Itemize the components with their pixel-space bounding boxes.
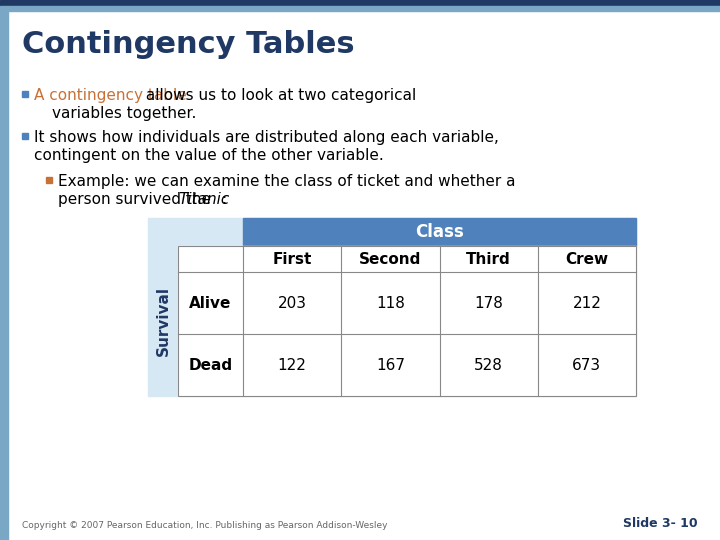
Text: allows us to look at two categorical: allows us to look at two categorical — [141, 88, 416, 103]
Text: 212: 212 — [572, 295, 601, 310]
Text: It shows how individuals are distributed along each variable,: It shows how individuals are distributed… — [34, 130, 499, 145]
Text: Second: Second — [359, 252, 422, 267]
Bar — [0, 11, 8, 540]
Text: Contingency Tables: Contingency Tables — [22, 30, 355, 59]
Bar — [0, 0, 720, 6]
Bar — [148, 218, 636, 396]
Text: Copyright © 2007 Pearson Education, Inc. Publishing as Pearson Addison-Wesley: Copyright © 2007 Pearson Education, Inc.… — [22, 521, 387, 530]
Text: Alive: Alive — [189, 295, 232, 310]
Text: 122: 122 — [278, 357, 307, 373]
Text: person survived the: person survived the — [58, 192, 216, 207]
Bar — [178, 246, 636, 396]
Text: 167: 167 — [376, 357, 405, 373]
Text: A contingency table: A contingency table — [34, 88, 186, 103]
Text: Slide 3- 10: Slide 3- 10 — [624, 517, 698, 530]
Text: Example: we can examine the class of ticket and whether a: Example: we can examine the class of tic… — [58, 174, 516, 189]
Text: contingent on the value of the other variable.: contingent on the value of the other var… — [34, 148, 384, 163]
Text: Titanic: Titanic — [178, 192, 229, 207]
Text: Third: Third — [467, 252, 511, 267]
Text: Dead: Dead — [189, 357, 233, 373]
Text: Crew: Crew — [565, 252, 608, 267]
Bar — [22, 91, 28, 97]
Text: Survival: Survival — [156, 286, 171, 356]
Text: First: First — [272, 252, 312, 267]
Text: 118: 118 — [376, 295, 405, 310]
Bar — [243, 218, 636, 246]
Text: :: : — [221, 192, 226, 207]
Text: variables together.: variables together. — [52, 106, 197, 121]
Bar — [0, 6, 720, 11]
Bar — [46, 177, 52, 183]
Bar — [22, 133, 28, 139]
Text: 178: 178 — [474, 295, 503, 310]
Text: 203: 203 — [278, 295, 307, 310]
Text: 528: 528 — [474, 357, 503, 373]
Bar — [178, 246, 636, 396]
Text: 673: 673 — [572, 357, 601, 373]
Text: Class: Class — [415, 223, 464, 241]
